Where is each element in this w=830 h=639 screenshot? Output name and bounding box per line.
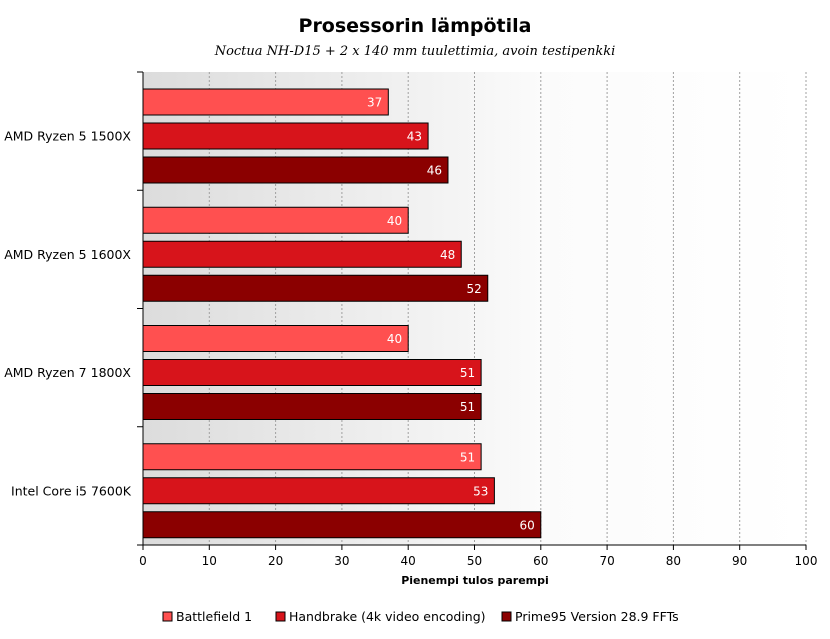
tick-label: 50 (467, 554, 482, 568)
legend-swatch (501, 611, 512, 622)
data-label: 51 (460, 400, 475, 414)
tick-label: 40 (401, 554, 416, 568)
tick-label: 100 (795, 554, 818, 568)
category-label: Intel Core i5 7600K (11, 483, 132, 498)
data-label: 46 (427, 164, 442, 178)
data-label: 53 (473, 484, 488, 498)
data-label: 43 (407, 130, 422, 144)
tick-label: 0 (139, 554, 147, 568)
bar (142, 206, 409, 234)
data-label: 60 (520, 518, 535, 532)
bar (142, 393, 482, 420)
x-axis-label: Pienempi tulos parempi (401, 574, 549, 587)
data-label: 51 (460, 366, 475, 380)
tick-label: 30 (334, 554, 349, 568)
bar (142, 325, 409, 352)
bar (142, 511, 542, 539)
tick-label: 70 (599, 554, 614, 568)
chart-subtitle: Noctua NH-D15 + 2 x 140 mm tuulettimia, … (214, 44, 616, 59)
category-label: AMD Ryzen 5 1600X (4, 247, 131, 262)
bar (142, 443, 482, 471)
legend-swatch (162, 611, 173, 622)
bar (142, 156, 449, 184)
data-label: 40 (387, 332, 402, 346)
data-label: 37 (367, 96, 382, 110)
category-label: AMD Ryzen 7 1800X (4, 365, 131, 380)
legend-label: Battlefield 1 (176, 609, 252, 624)
plot-area: 37 43 46 AMD Ryzen 5 1500X 40 48 52 AMD Ryzen 5… (4, 71, 818, 568)
tick-label: 80 (666, 554, 681, 568)
tick-label: 20 (268, 554, 283, 568)
bar (142, 122, 429, 150)
legend-label: Handbrake (4k video encoding) (289, 609, 486, 624)
data-label: 52 (466, 282, 481, 296)
tick-label: 60 (533, 554, 548, 568)
bar (142, 240, 462, 268)
chart-title: Prosessorin lämpötila (299, 15, 532, 37)
bar (142, 88, 389, 116)
tick-label: 10 (202, 554, 217, 568)
data-label: 48 (440, 248, 455, 262)
data-label: 40 (387, 214, 402, 228)
data-label: 51 (460, 450, 475, 464)
legend: Battlefield 1 Handbrake (4k video encodin… (162, 609, 679, 624)
legend-label: Prime95 Version 28.9 FFTs (515, 609, 679, 624)
legend-swatch (275, 611, 286, 622)
bar (142, 359, 482, 386)
tick-label: 90 (732, 554, 747, 568)
category-label: AMD Ryzen 5 1500X (4, 129, 131, 144)
bar (142, 274, 489, 302)
bar (142, 477, 495, 505)
